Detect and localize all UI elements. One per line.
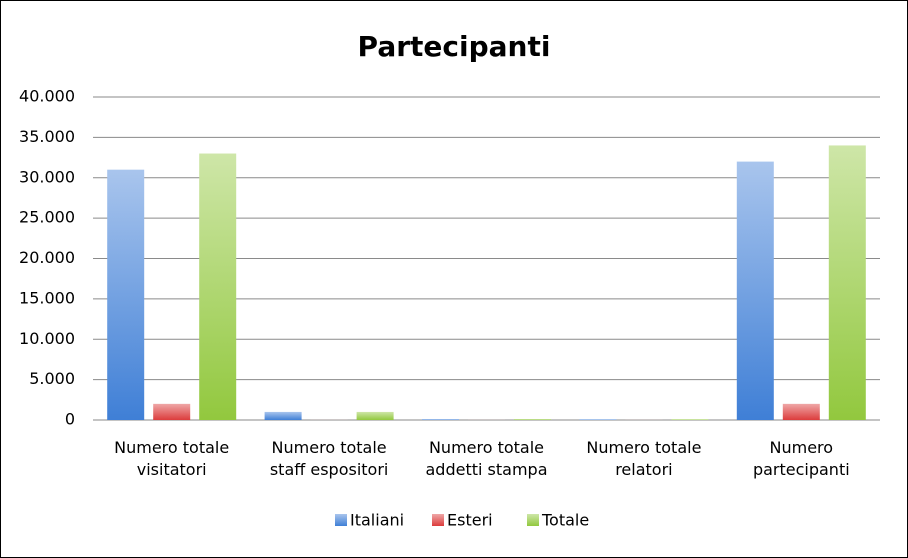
y-tick-label: 0 (65, 410, 75, 429)
x-tick-label: Numero totale staff espositori (269, 438, 389, 479)
bar (153, 403, 191, 420)
y-tick-label: 5.000 (29, 369, 75, 388)
y-tick-label: 25.000 (19, 208, 75, 227)
y-tick-label: 40.000 (19, 87, 75, 106)
y-tick-label: 15.000 (19, 288, 75, 307)
x-tick-label: Numero totale relatori (586, 438, 702, 479)
legend-swatch (335, 514, 347, 526)
chart-title: Partecipanti (358, 30, 551, 63)
bar (199, 153, 237, 420)
bar (671, 419, 709, 420)
x-tick-label: Numero totale visitatori (114, 438, 230, 479)
x-tick-label: Numero partecipanti (752, 438, 850, 479)
legend-label: Italiani (350, 511, 404, 530)
x-tick-label: Numero totale addetti stampa (425, 438, 548, 479)
y-tick-label: 20.000 (19, 248, 75, 267)
legend-label: Totale (541, 511, 589, 530)
bar (264, 411, 302, 420)
legend-swatch (432, 514, 444, 526)
bar (782, 403, 820, 420)
legend-swatch (527, 514, 539, 526)
y-tick-label: 35.000 (19, 127, 75, 146)
legend-label: Esteri (447, 511, 493, 530)
bar (422, 419, 459, 420)
y-tick-label: 10.000 (19, 329, 75, 348)
bar (356, 411, 394, 420)
bar (514, 419, 551, 420)
bar (828, 145, 866, 420)
bar (107, 169, 145, 420)
bar (736, 161, 774, 420)
bar (579, 419, 617, 420)
y-tick-label: 30.000 (19, 167, 75, 186)
